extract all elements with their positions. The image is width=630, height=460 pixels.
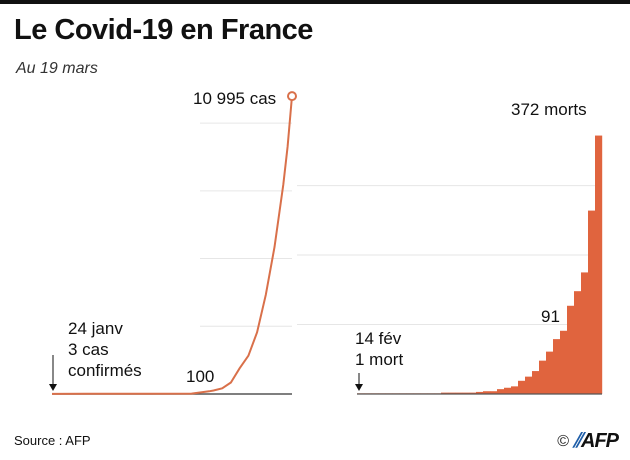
deaths-bar xyxy=(497,389,505,394)
source-note: Source : AFP xyxy=(14,433,91,448)
top-rule xyxy=(0,0,630,4)
deaths-bar xyxy=(567,305,575,394)
deaths-bar xyxy=(469,392,477,394)
cases-grid xyxy=(200,122,292,327)
copyright-symbol: © xyxy=(557,432,570,450)
cases-start-arrowhead xyxy=(49,384,57,391)
deaths-grid xyxy=(297,185,602,326)
cases-start-label-line3: confirmés xyxy=(68,361,142,380)
deaths-bar xyxy=(483,391,491,394)
deaths-end-label: 372 morts xyxy=(511,100,587,119)
deaths-bar xyxy=(574,291,582,394)
deaths-bar xyxy=(546,351,554,394)
deaths-bar xyxy=(476,391,484,394)
deaths-bars xyxy=(357,135,603,395)
deaths-bar xyxy=(525,376,533,394)
afp-logo-text: ⫽AFP xyxy=(573,430,619,452)
deaths-bar xyxy=(518,380,526,394)
deaths-chart: 372 morts 91 14 fév 1 mort xyxy=(297,100,603,395)
cases-end-label: 10 995 cas xyxy=(193,89,276,108)
cases-start-label-line1: 24 janv xyxy=(68,319,123,338)
deaths-bar xyxy=(532,371,540,394)
deaths-bar xyxy=(511,386,519,394)
deaths-start-label-line1: 14 fév xyxy=(355,329,402,348)
deaths-bar xyxy=(462,392,470,394)
deaths-bar xyxy=(455,392,463,394)
deaths-bar xyxy=(490,391,498,394)
cases-mid-label: 100 xyxy=(186,367,214,386)
deaths-bar xyxy=(553,339,561,394)
deaths-bar xyxy=(539,360,547,394)
chart-title: Le Covid-19 en France xyxy=(14,14,313,46)
afp-logo: © ⫽AFP xyxy=(557,430,619,453)
deaths-start-label-line2: 1 mort xyxy=(355,350,403,369)
deaths-bar xyxy=(560,330,568,394)
deaths-mid-label: 91 xyxy=(541,307,560,326)
cases-series-line xyxy=(51,96,293,395)
deaths-bar xyxy=(441,392,449,394)
deaths-bar xyxy=(448,392,456,394)
cases-chart: 10 995 cas 100 24 janv 3 cas confirmés xyxy=(49,89,297,395)
chart-subtitle: Au 19 mars xyxy=(16,60,98,77)
deaths-bar xyxy=(588,210,596,394)
deaths-bar xyxy=(504,387,512,394)
cases-start-label-line2: 3 cas xyxy=(68,340,109,359)
deaths-bar xyxy=(581,272,589,394)
cases-end-marker xyxy=(287,91,297,102)
deaths-start-arrowhead xyxy=(355,384,363,391)
deaths-bar xyxy=(595,135,603,394)
